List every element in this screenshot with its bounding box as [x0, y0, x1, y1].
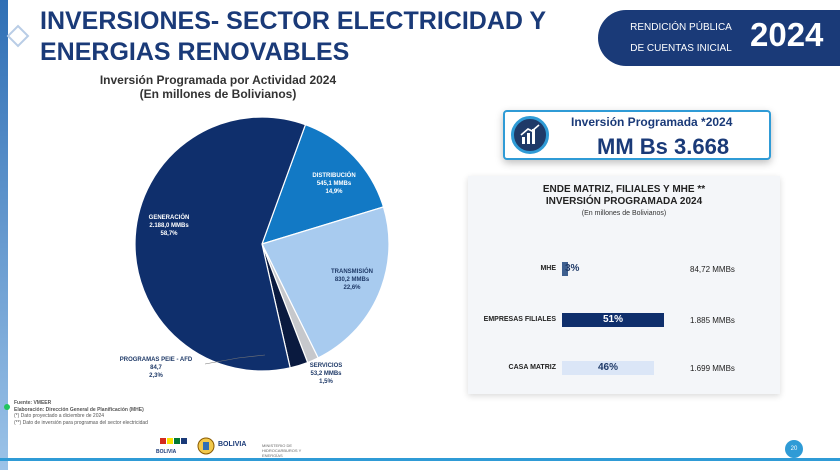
chart-growth-icon	[511, 116, 549, 154]
slice-label-programas-peie: PROGRAMAS PEIE - AFD 84,7 2,3%	[106, 356, 206, 380]
callout-value: MM Bs 3.668	[597, 134, 730, 159]
pie-title-text: Inversión Programada por Actividad 2024	[99, 73, 337, 87]
slice-name: GENERACIÓN	[148, 215, 190, 221]
callout-label: Inversión Programada *2024	[571, 115, 733, 129]
badge-line-2: DE CUENTAS INICIAL	[630, 43, 732, 54]
note-2: (**) Dato de inversión para programas de…	[14, 419, 148, 426]
row-label: EMPRESAS FILIALES	[483, 316, 556, 323]
row-label: CASA MATRIZ	[508, 364, 556, 371]
page-number: 20	[785, 440, 803, 458]
breakdown-title-line-1: ENDE MATRIZ, FILIALES Y MHE **	[542, 184, 706, 195]
breakdown-subtitle: (En millones de Bolivianos)	[581, 210, 667, 217]
slice-pct: 22,6%	[343, 285, 361, 291]
bolivia-logo-icon	[160, 438, 187, 444]
rendicion-badge	[598, 10, 840, 66]
breakdown-title-line-2: INVERSIÓN PROGRAMADA 2024	[545, 196, 703, 207]
pie-slice-generaci-n	[134, 116, 307, 372]
slice-value: 830,2 MMBs	[334, 277, 370, 283]
slice-name: PROGRAMAS PEIE - AFD	[119, 357, 193, 363]
breakdown-panel	[468, 176, 780, 394]
row-value: 1.699 MMBs	[690, 364, 735, 373]
badge-line-1: RENDICIÓN PÚBLICA	[630, 22, 732, 33]
slice-label-generacion: GENERACIÓN 2.188,0 MMBs 58,7%	[124, 214, 214, 238]
row-bar: 46%	[562, 361, 654, 375]
pie-subtitle-text: (En millones de Bolivianos)	[139, 87, 297, 101]
row-label: MHE	[540, 265, 556, 272]
breakdown-title: ENDE MATRIZ, FILIALES Y MHE ** INVERSIÓN…	[478, 184, 770, 208]
slice-value: 84,7	[150, 365, 162, 371]
logo-a-text: BOLIVIA	[156, 449, 177, 455]
slice-name: DISTRIBUCIÓN	[312, 173, 356, 179]
badge-year: 2024	[750, 16, 824, 53]
slice-label-servicios: SERVICIOS 53,2 MMBs 1,5%	[296, 362, 356, 386]
pie-slice-transmisi-n	[261, 206, 390, 359]
status-dot	[4, 404, 10, 410]
slice-value: 2.188,0 MMBs	[149, 223, 189, 229]
slice-pct: 1,5%	[319, 379, 333, 385]
slice-name: SERVICIOS	[309, 363, 343, 369]
slice-label-transmision: TRANSMISIÓN 830,2 MMBs 22,6%	[316, 268, 388, 292]
row-value: 84,72 MMBs	[690, 265, 735, 274]
page-title: INVERSIONES- SECTOR ELECTRICIDAD Y ENERG…	[40, 6, 570, 68]
row-bar: 3%	[562, 262, 579, 276]
logo-b-subtext: MINISTERIO DE HIDROCARBUROS Y ENERGÍAS	[262, 443, 302, 458]
slice-pct: 2,3%	[149, 373, 163, 379]
note-1: (*) Dato proyectado a diciembre de 2024	[14, 413, 105, 419]
slice-name: TRANSMISIÓN	[331, 269, 373, 275]
page-title-line-2: ENERGIAS RENOVABLES	[40, 38, 350, 66]
row-bar: 51%	[562, 313, 664, 327]
left-accent-bar	[0, 0, 8, 470]
pie-chart-title: Inversión Programada por Actividad 2024 …	[68, 73, 368, 101]
source-notes: Fuente: VMEER Elaboración: Dirección Gen…	[14, 400, 148, 426]
note-elaboration: Elaboración: Dirección General de Planif…	[14, 406, 144, 413]
slice-pct: 14,9%	[325, 189, 343, 195]
note-source: Fuente: VMEER	[14, 400, 52, 406]
slice-value: 53,2 MMBs	[310, 371, 342, 377]
footer-line	[0, 458, 840, 461]
pie-slice-distribuci-n	[261, 123, 385, 245]
watermark-logo-icon	[6, 24, 30, 48]
coat-of-arms-icon	[197, 437, 215, 455]
badge-caption: RENDICIÓN PÚBLICA DE CUENTAS INICIAL	[616, 17, 746, 59]
logo-b-text: BOLIVIA	[218, 441, 247, 448]
slice-label-distribucion: DISTRIBUCIÓN 545,1 MMBs 14,9%	[296, 172, 372, 196]
row-value: 1.885 MMBs	[690, 316, 735, 325]
page-title-line-1: INVERSIONES- SECTOR ELECTRICIDAD Y	[40, 7, 547, 35]
slice-value: 545,1 MMBs	[316, 181, 352, 187]
peie-leader-line	[204, 354, 266, 365]
slice-pct: 58,7%	[160, 231, 178, 237]
